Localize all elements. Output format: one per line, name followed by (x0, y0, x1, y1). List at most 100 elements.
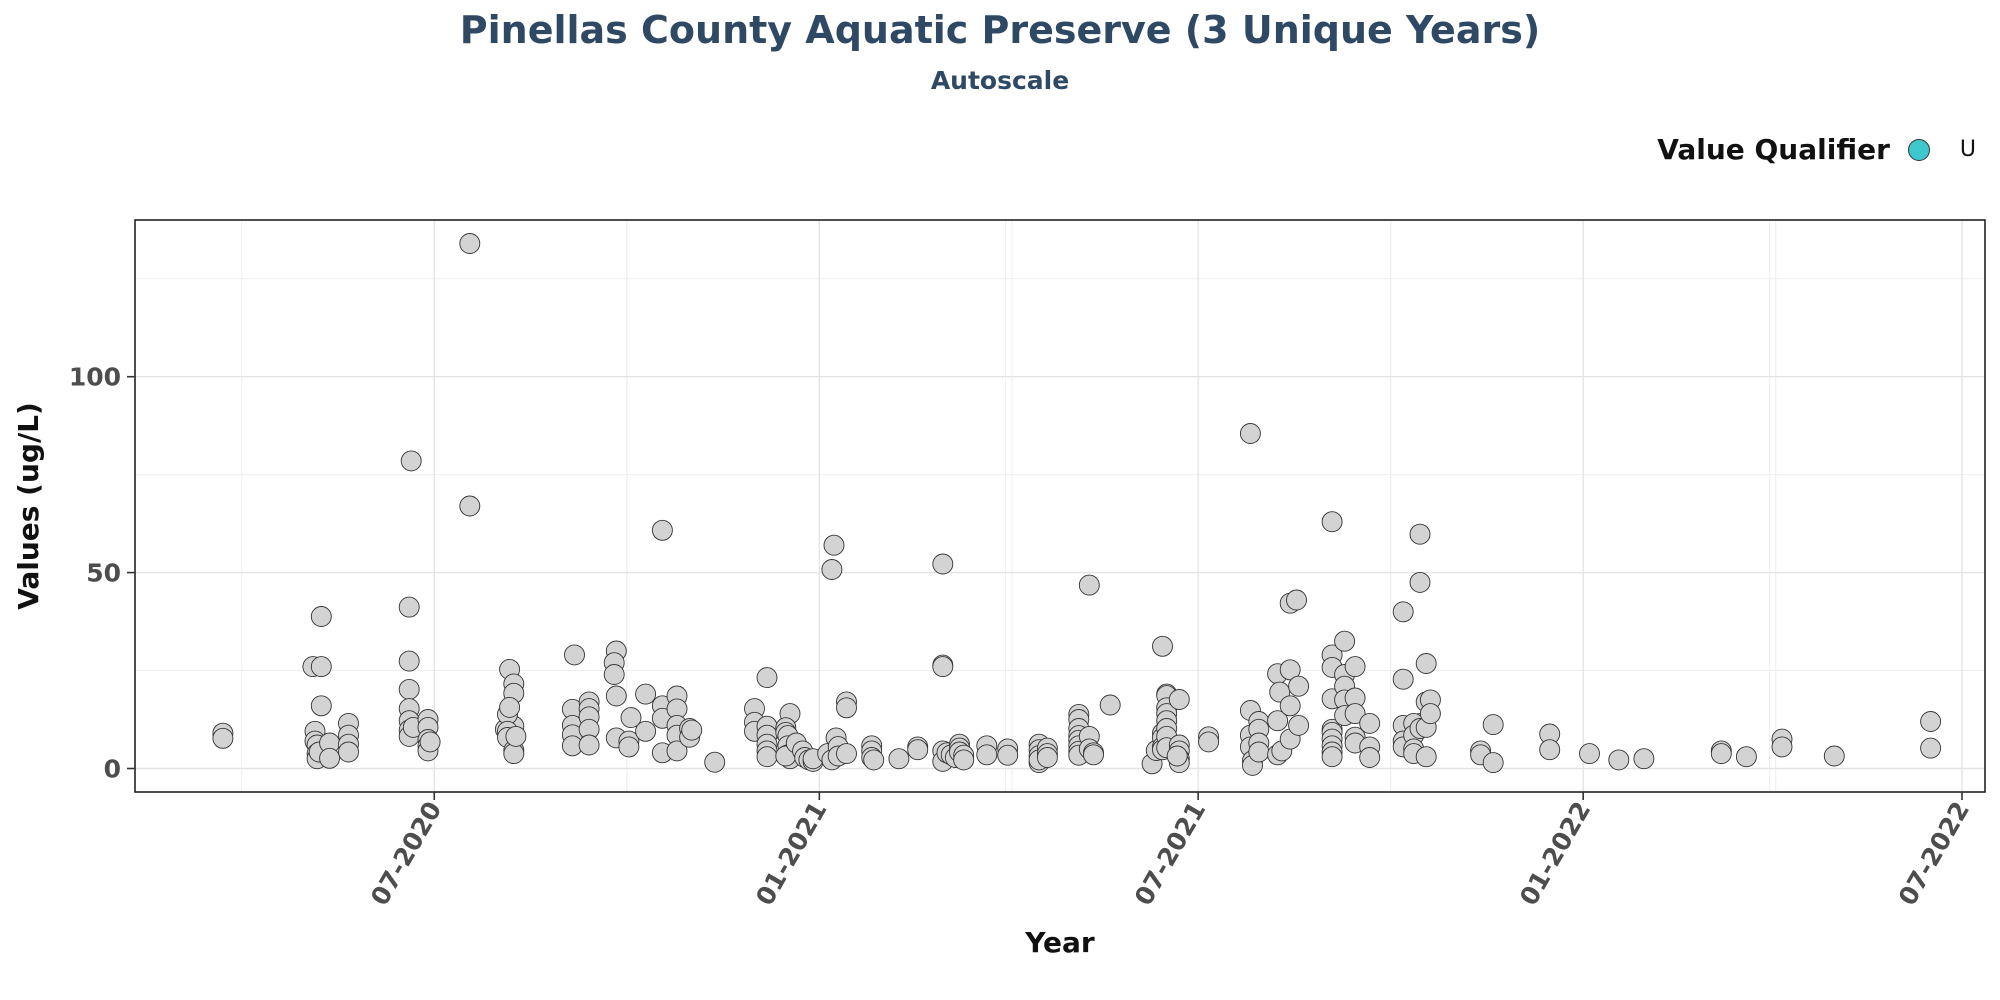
data-point (618, 736, 640, 758)
data-point (1920, 737, 1942, 759)
data-point (1633, 748, 1655, 770)
data-point (578, 734, 600, 756)
data-point (564, 644, 585, 666)
x-axis: 07-2020 01-2021 07-2021 01-2022 07-2022 (365, 792, 1975, 910)
data-point (932, 656, 954, 678)
data-point (1920, 711, 1942, 732)
data-point (635, 683, 657, 705)
y-tick-label: 0 (104, 754, 121, 783)
data-point (997, 744, 1019, 766)
data-point (823, 534, 845, 556)
data-point (821, 559, 843, 580)
data-point (1152, 635, 1173, 657)
data-point (1334, 630, 1356, 652)
legend-title: Value Qualifier (1657, 133, 1890, 166)
data-point (310, 656, 332, 678)
data-point (1279, 659, 1301, 681)
data-point (1419, 703, 1441, 725)
data-point (398, 650, 420, 672)
data-point (863, 749, 885, 771)
data-point (1409, 571, 1431, 593)
data-point (605, 685, 627, 707)
data-point (419, 731, 441, 753)
data-point (400, 450, 422, 472)
data-point (1344, 656, 1366, 678)
data-point (1823, 745, 1845, 767)
data-point (1359, 712, 1381, 734)
data-point (459, 495, 481, 517)
data-point (666, 740, 688, 762)
data-point (1415, 746, 1437, 768)
data-point (1168, 689, 1190, 710)
x-tick-label: 07-2021 (1129, 797, 1211, 911)
data-point (1771, 736, 1793, 758)
data-point (1099, 694, 1121, 716)
data-point (1482, 752, 1504, 774)
data-point (681, 719, 703, 741)
y-tick-label: 100 (69, 363, 121, 392)
data-point (1392, 668, 1414, 690)
data-point (1359, 747, 1381, 768)
data-point (1083, 744, 1104, 766)
data-point (1239, 423, 1261, 444)
data-point (1482, 714, 1504, 736)
points-layer (212, 233, 1942, 776)
data-point (459, 233, 481, 254)
legend-key-u (1907, 138, 1930, 161)
legend-label-u: U (1959, 137, 1976, 162)
data-point (505, 725, 527, 747)
data-point (953, 749, 975, 771)
plot-frame (134, 219, 1986, 793)
chart-subtitle: Autoscale (930, 66, 1070, 95)
data-point (907, 739, 929, 761)
data-point (756, 667, 778, 689)
x-tick-label: 01-2021 (750, 797, 832, 911)
data-point (651, 519, 673, 541)
data-point (1608, 749, 1630, 771)
data-point (1321, 746, 1343, 768)
data-point (310, 695, 332, 717)
data-point (1409, 523, 1431, 545)
data-point (1415, 653, 1437, 674)
data-point (398, 678, 420, 700)
data-point (1710, 743, 1732, 765)
chart-title: Pinellas County Aquatic Preserve (3 Uniq… (459, 8, 1541, 52)
data-point (1036, 747, 1058, 768)
x-tick-label: 07-2022 (1893, 796, 1975, 910)
data-point (932, 553, 954, 575)
data-point (1735, 746, 1757, 768)
data-point (1198, 731, 1220, 753)
data-point (836, 697, 857, 719)
grid-layer (135, 220, 1985, 792)
data-point (603, 664, 625, 685)
data-point (836, 743, 857, 765)
data-point (310, 606, 332, 627)
data-point (1288, 675, 1310, 697)
data-point (1288, 714, 1310, 736)
data-point (1344, 703, 1366, 725)
legend: Value Qualifier U (1657, 133, 1976, 166)
data-point (756, 746, 778, 768)
data-point (704, 751, 726, 773)
x-tick-label: 07-2020 (365, 797, 447, 911)
data-point (1078, 574, 1100, 596)
data-point (1579, 743, 1600, 765)
y-axis-title: Values (ug/L) (12, 402, 45, 610)
data-point (499, 696, 521, 718)
data-point (1279, 695, 1301, 717)
data-point (319, 747, 341, 769)
data-point (635, 720, 657, 742)
y-axis: 0 50 100 (69, 363, 135, 783)
data-point (1321, 511, 1343, 533)
data-point (1248, 741, 1270, 763)
data-point (1392, 601, 1414, 623)
data-point (398, 596, 420, 618)
data-point (212, 727, 234, 749)
y-tick-label: 50 (86, 559, 121, 588)
data-point (976, 744, 998, 766)
data-point (1166, 745, 1188, 767)
x-tick-label: 01-2022 (1514, 797, 1596, 911)
data-point (1286, 589, 1307, 611)
